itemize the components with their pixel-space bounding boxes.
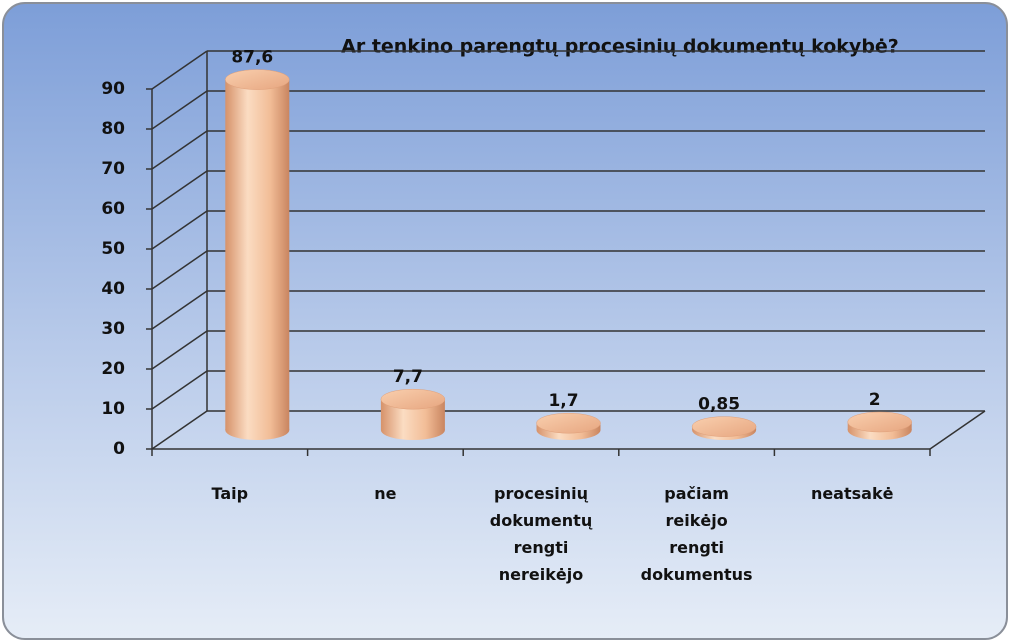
bar-top [536,412,601,434]
y-tick-label: 50 [101,239,125,259]
bar-top [691,416,757,437]
value-label: 0,85 [698,395,740,415]
grid-line [151,410,208,450]
y-tick-label: 0 [113,439,125,459]
y-tick-label: 30 [101,319,125,339]
x-tick-label: pačiam reikėjo rengti dokumentus [640,484,753,584]
bar [536,412,601,440]
chart-title: Ar tenkino parengtų procesinių dokumentų… [341,36,899,58]
grid-line [151,210,208,250]
grid-line [151,130,208,170]
bar-top [847,411,912,433]
y-tick-label: 20 [101,359,125,379]
bar-top [225,69,290,90]
y-tick-label: 70 [101,159,125,179]
grid-line [151,90,208,130]
grid-line [151,330,208,370]
x-tick-label: procesinių dokumentų rengti nereikėjo [489,484,593,584]
bar-body [225,79,290,430]
y-tick-label: 10 [101,399,125,419]
grid-line [151,50,208,90]
bar [847,411,912,440]
grid-line [151,170,208,210]
y-tick-label: 40 [101,279,125,299]
grid-line [151,290,208,330]
bar [691,416,757,440]
value-label: 87,6 [231,48,273,68]
bar-top [380,388,446,410]
value-label: 7,7 [393,367,423,387]
value-label: 1,7 [548,391,578,411]
x-tick-label: ne [374,484,397,503]
bar [380,388,446,440]
y-tick-label: 90 [101,79,125,99]
grid-line [151,250,208,290]
bar-base [225,420,290,440]
y-tick-label: 60 [101,199,125,219]
value-label: 2 [869,390,881,410]
grid-line [151,370,208,410]
x-tick-label: neatsakė [810,484,894,503]
y-tick-label: 80 [101,119,125,139]
bar [225,69,290,440]
x-tick-label: Taip [211,484,249,503]
bar-base [380,420,445,440]
axis-line [929,410,986,450]
